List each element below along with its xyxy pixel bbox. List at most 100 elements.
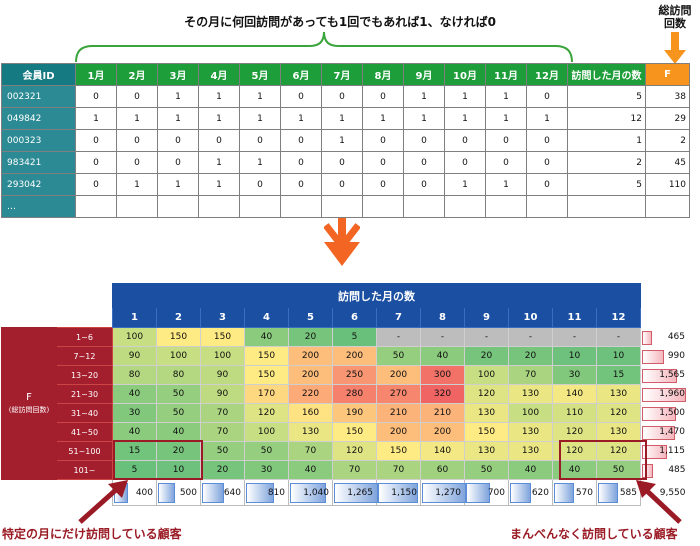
row-total-value: 1,565	[659, 370, 685, 380]
month-flag-cell: 1	[116, 107, 158, 130]
heatmap-cell: 40	[508, 460, 553, 480]
col-total-cell: 620	[508, 479, 553, 506]
heatmap-cell: 50	[464, 460, 509, 480]
row-total-value: 485	[668, 465, 686, 475]
heatmap-row-header: 13~20	[56, 365, 113, 385]
f-by-months-heatmap: 訪問した月の数 1 2 3 4 5 6 7 8 9 10 11 12 F (総訪問回数) 1~6 100 150 1…	[1, 283, 688, 506]
month-flag-cell: 0	[526, 129, 568, 152]
col-header-month: 2月	[116, 63, 158, 86]
heatmap-cell: 120	[552, 441, 597, 461]
heatmap-cell: 50	[244, 441, 289, 461]
heatmap-cell: 130	[464, 403, 509, 423]
heatmap-row-header: 1~6	[56, 327, 113, 347]
heatmap-cell: 30	[552, 365, 597, 385]
month-flag-cell: 0	[75, 85, 117, 108]
col-header-month: 7月	[321, 63, 363, 86]
month-flag-cell: 0	[157, 151, 199, 174]
heatmap-cell: 220	[288, 384, 333, 404]
month-flag-cell: 0	[362, 151, 404, 174]
col-total-bar	[290, 483, 326, 503]
heatmap-cell: 70	[508, 365, 553, 385]
empty-cell	[403, 195, 445, 218]
col-total-value: 700	[487, 487, 505, 498]
member-id-cell: 049842	[1, 107, 76, 130]
heatmap-cell: 150	[156, 327, 201, 347]
heatmap-cell: 20	[288, 327, 333, 347]
highlight-box-right	[559, 440, 647, 480]
col-header-month: 10月	[444, 63, 486, 86]
row-total-cell: 1,565	[641, 366, 688, 385]
f-cell: 45	[645, 151, 690, 174]
month-flag-cell: 1	[198, 173, 240, 196]
f-axis-title: F	[26, 391, 32, 403]
heatmap-col-header: 10	[508, 307, 553, 328]
col-total-bar	[378, 483, 418, 503]
heatmap-cell: 200	[288, 365, 333, 385]
heatmap-cell: 300	[420, 365, 465, 385]
row-total-bar	[642, 387, 686, 402]
col-header-month: 4月	[198, 63, 240, 86]
visit-months-cell: 12	[567, 107, 646, 130]
col-header-month: 9月	[403, 63, 445, 86]
col-total-cell: 1,265	[332, 479, 378, 506]
row-total-value: 1,500	[659, 408, 685, 418]
heatmap-row: 7~12 90 100 100 150 200 200 50 40 20 20 10 10 990	[2, 346, 688, 366]
month-flag-cell: 1	[198, 151, 240, 174]
heatmap-cell: 90	[200, 365, 245, 385]
month-flag-cell: 0	[526, 85, 568, 108]
month-flag-cell: 0	[280, 151, 322, 174]
col-total-bar	[246, 483, 274, 503]
table-row: 049842 1 1 1 1 1 1 1 1 1 1 1 1 12 29	[1, 107, 690, 130]
row-total-value: 990	[667, 351, 685, 361]
member-visit-table: 会員ID 1月 2月 3月 4月 5月 6月 7月 8月 9月 10月 11月 12月 訪問した月の数 F …	[1, 63, 690, 218]
heatmap-row: 51~100 15 20 50 50 70 120 150 140 130 130 120 120 1,1…	[2, 441, 688, 461]
blank-cell	[640, 307, 688, 328]
table-row: 293042 0 1 1 1 0 0 0 0 0 1 1 0 5 110	[1, 173, 690, 196]
month-flag-cell: 0	[403, 173, 445, 196]
heatmap-row-header: 31~40	[56, 403, 113, 423]
month-flag-cell: 1	[485, 107, 527, 130]
heatmap-row: 31~40 30 50 70 120 160 190 210 210 130 100 110 120 1,…	[2, 403, 688, 423]
ellipsis-cell: …	[1, 195, 76, 218]
month-flag-cell: 1	[280, 107, 322, 130]
heatmap-cell: 130	[596, 384, 641, 404]
heatmap-cell: 120	[332, 441, 377, 461]
visit-months-cell: 5	[567, 173, 646, 196]
heatmap-cell: 10	[596, 346, 641, 366]
heatmap-cell: 280	[332, 384, 377, 404]
heatmap-cell: 10	[156, 460, 201, 480]
heatmap-cell: -	[376, 327, 421, 347]
heatmap-row: 13~20 80 80 90 150 200 250 200 300 100 70 30 15 1,565	[2, 365, 688, 385]
heatmap-cell: 190	[332, 403, 377, 423]
heatmap-title: 訪問した月の数	[112, 283, 641, 308]
col-total-cell: 640	[200, 479, 245, 506]
heatmap-cell: 90	[200, 384, 245, 404]
heatmap-cell: 200	[420, 422, 465, 442]
heatmap-col-header: 3	[200, 307, 245, 328]
heatmap-cell: 30	[112, 403, 157, 423]
month-flag-cell: 1	[157, 85, 199, 108]
col-total-value: 1,270	[435, 487, 461, 498]
month-flag-cell: 1	[239, 107, 281, 130]
heatmap-cell: 120	[244, 403, 289, 423]
col-total-value: 500	[179, 487, 197, 498]
f-cell: 110	[645, 173, 690, 196]
table-row: 983421 0 0 0 1 1 0 0 0 0 0 0 0 2 45	[1, 151, 690, 174]
empty-cell	[280, 195, 322, 218]
month-flag-cell: 0	[403, 129, 445, 152]
month-flag-cell: 0	[75, 173, 117, 196]
row-total-bar	[642, 463, 653, 478]
empty-cell	[444, 195, 486, 218]
heatmap-col-header: 6	[332, 307, 377, 328]
right-pointer-arrow-icon	[636, 480, 682, 524]
heatmap-cell: 50	[156, 384, 201, 404]
heatmap-row-header: 41~50	[56, 422, 113, 442]
heatmap-col-header: 2	[156, 307, 201, 328]
f-cell: 29	[645, 107, 690, 130]
heatmap-cell: -	[508, 327, 553, 347]
heatmap-col-header: 8	[420, 307, 465, 328]
row-total-bar	[642, 349, 664, 364]
month-flag-cell: 0	[75, 151, 117, 174]
row-total-cell: 1,500	[641, 404, 688, 423]
col-total-value: 1,040	[303, 487, 329, 498]
